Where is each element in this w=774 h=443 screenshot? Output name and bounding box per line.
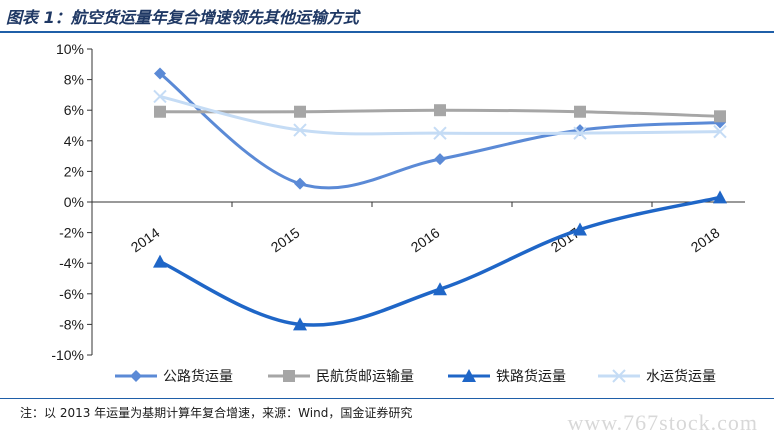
title-bar: 图表 1：航空货运量年复合增速领先其他运输方式	[0, 0, 774, 33]
source-note: 注：以 2013 年运量为基期计算年复合增速，来源：Wind，国金证券研究	[20, 406, 413, 420]
line-chart: -10% -8% -6% -4% -2% 0% 2% 4% 6% 8% 10% 2014 2015 201…	[51, 41, 745, 385]
data-point-series-2	[294, 105, 306, 118]
title-rule	[0, 31, 774, 33]
legend-label: 水运货运量	[646, 368, 716, 385]
legend-marker	[283, 370, 295, 382]
series-line-3	[159, 195, 721, 327]
data-point-series-4	[713, 124, 727, 139]
data-point-series-3	[573, 222, 587, 236]
data-point-series-3	[713, 190, 727, 204]
legend-label: 公路货运量	[163, 368, 233, 385]
y-tick-label: -6%	[59, 286, 84, 302]
data-point-series-4	[153, 89, 167, 104]
data-point-series-1	[154, 67, 166, 80]
data-point-series-3	[293, 317, 307, 331]
legend-marker	[130, 370, 142, 382]
legend-label: 铁路货运量	[496, 368, 566, 385]
data-point-series-3	[433, 282, 447, 296]
legend-label: 民航货邮运输量	[316, 368, 414, 385]
watermark: www.767stock.com	[567, 410, 758, 435]
series-line-1	[159, 72, 721, 190]
legend-marker	[462, 369, 476, 382]
data-point-series-3	[153, 254, 167, 268]
data-point-series-1	[294, 177, 306, 190]
legend-marker	[612, 369, 626, 383]
data-point-series-2	[714, 110, 726, 123]
y-tick-label: 2%	[64, 163, 84, 179]
data-point-series-4	[433, 126, 447, 140]
data-point-series-4	[293, 123, 307, 137]
x-tick-label: 2014	[128, 224, 163, 255]
x-tick-label: 2018	[688, 224, 723, 255]
x-tick-label: 2016	[408, 224, 443, 255]
y-tick-label: 6%	[64, 102, 84, 118]
y-tick-label: -8%	[59, 316, 84, 332]
footer-rule	[0, 398, 774, 399]
chart-title: 图表 1：航空货运量年复合增速领先其他运输方式	[6, 8, 359, 27]
data-point-series-2	[434, 104, 446, 117]
data-point-series-2	[154, 105, 166, 118]
y-tick-label: 8%	[64, 72, 84, 88]
y-tick-label: -4%	[59, 255, 84, 271]
y-tick-label: 0%	[64, 194, 84, 210]
y-tick-label: -2%	[59, 225, 84, 241]
y-tick-label: 4%	[64, 133, 84, 149]
y-tick-label: 10%	[56, 41, 84, 57]
data-point-series-4	[573, 126, 587, 140]
y-tick-label: -10%	[51, 347, 84, 363]
x-tick-label: 2015	[268, 224, 303, 255]
data-point-series-2	[574, 105, 586, 118]
data-point-series-1	[434, 153, 446, 166]
